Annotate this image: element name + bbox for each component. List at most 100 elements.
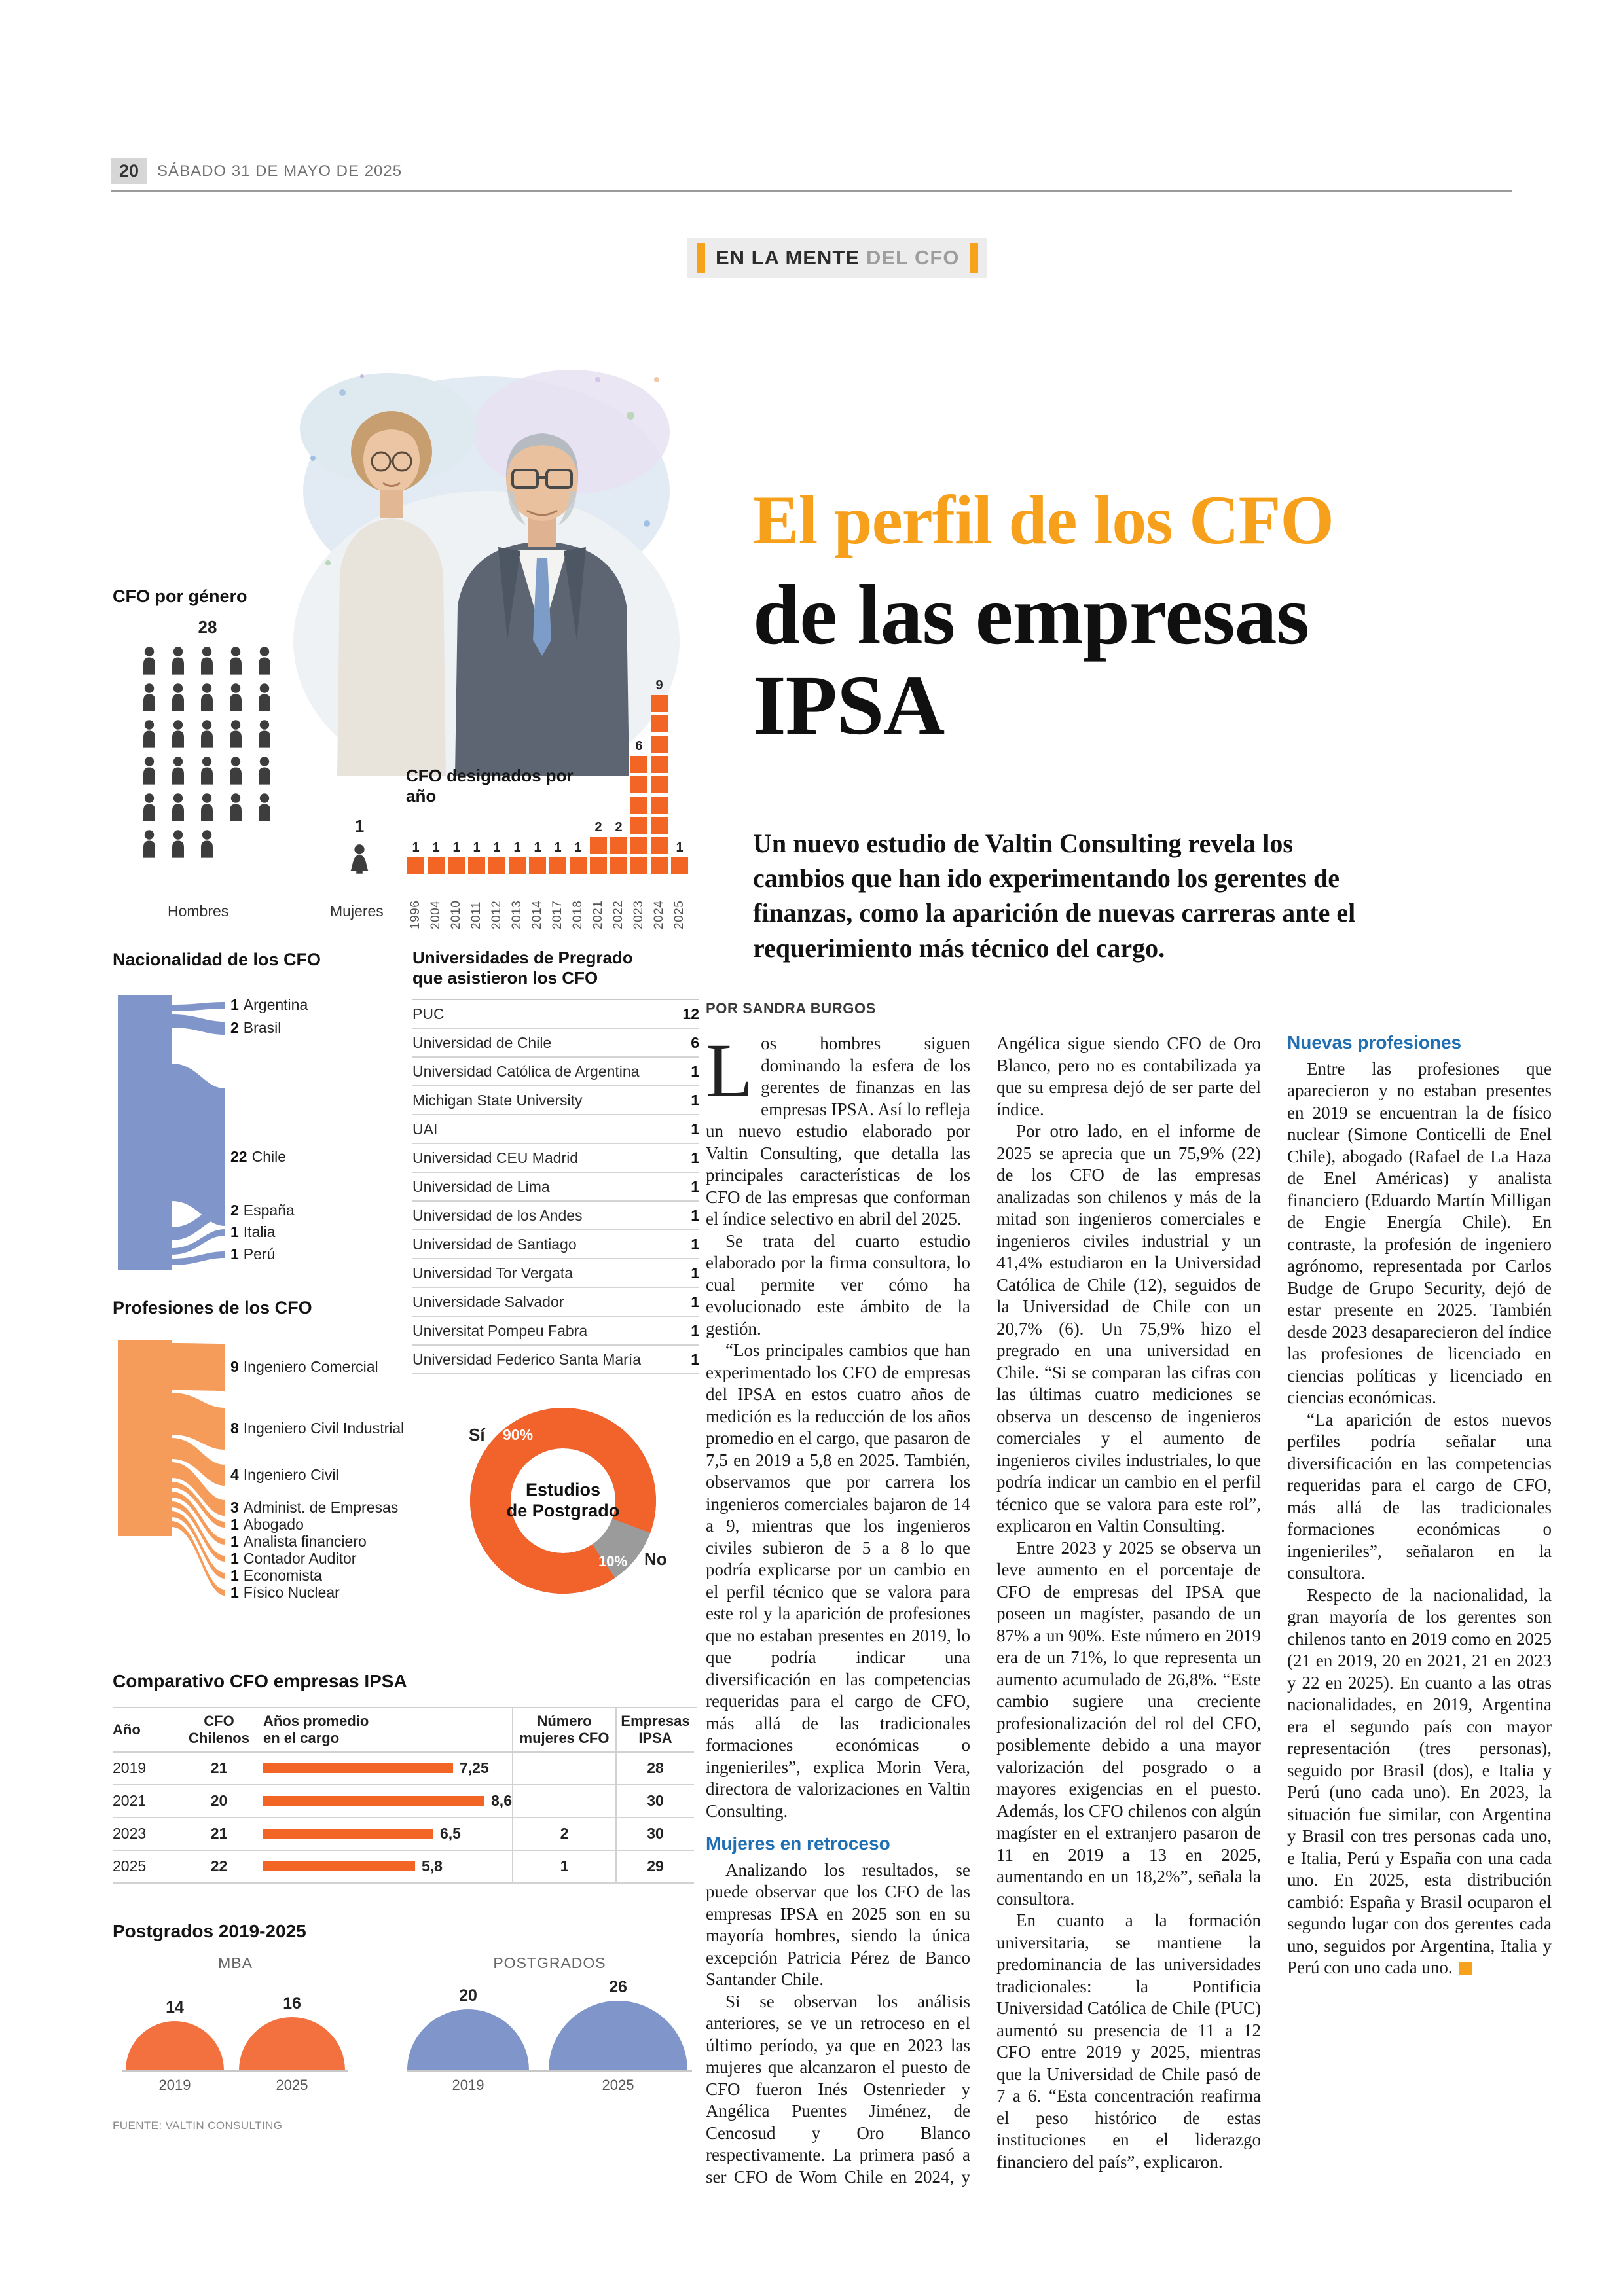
men-count: 28 xyxy=(198,617,217,637)
col-header-year: Año xyxy=(113,1708,175,1753)
nationality-item: 1 Perú xyxy=(230,1246,276,1263)
man-icon xyxy=(195,719,219,749)
university-row: Universidad CEU Madrid 1 xyxy=(412,1144,699,1174)
bar-column: 1 2011 xyxy=(468,840,485,929)
man-icon xyxy=(137,719,161,749)
universities-title-line1: Universidades de Pregrado xyxy=(412,948,633,967)
university-row: Universidade Salvador 1 xyxy=(412,1288,699,1318)
article-paragraph: Si se observan los análisis anteriores, … xyxy=(706,1033,1261,2187)
postgrad-donut: Estudios de Postgrado Sí 90% 10% No xyxy=(445,1391,701,1620)
col-header-chilean: CFO Chilenos xyxy=(175,1708,263,1753)
man-icon xyxy=(166,829,190,859)
cell-women xyxy=(512,1785,615,1818)
woman-icon xyxy=(347,843,372,874)
postgrados-label: POSTGRADOS xyxy=(493,1954,606,1971)
cell-chilean: 20 xyxy=(175,1785,263,1818)
cell-year: 2025 xyxy=(113,1851,175,1884)
man-icon xyxy=(166,682,190,712)
semi-circle-item: 16 xyxy=(239,1994,345,2070)
col-header-companies: Empresas IPSA xyxy=(615,1708,694,1753)
university-row: Universidad de Santiago 1 xyxy=(412,1230,699,1260)
bar-column: 9 2024 xyxy=(651,678,668,929)
page-date: SÁBADO 31 DE MAYO DE 2025 xyxy=(157,162,403,180)
man-icon xyxy=(253,645,276,675)
col-header-avg: Años promedio en el cargo xyxy=(263,1708,512,1753)
year-label: 2019 xyxy=(158,2077,191,2093)
donut-yes-label: Sí xyxy=(469,1425,485,1444)
profession-item: 4 Ingeniero Civil xyxy=(230,1466,339,1483)
profession-item: 1 Analista financiero xyxy=(230,1533,367,1550)
man-icon xyxy=(137,645,161,675)
man-icon xyxy=(137,682,161,712)
profession-item: 8 Ingeniero Civil Industrial xyxy=(230,1420,405,1437)
professions-chart: Profesiones de los CFO 9 Ingeniero Comerc… xyxy=(113,1297,404,1641)
cell-chilean: 21 xyxy=(175,1818,263,1851)
nationality-chart-title: Nacionalidad de los CFO xyxy=(113,950,321,969)
drop-cap: L xyxy=(706,1033,754,1113)
man-icon xyxy=(224,792,247,822)
women-pictogram: 1 xyxy=(340,816,378,878)
professions-chart-title: Profesiones de los CFO xyxy=(113,1298,312,1318)
cell-companies: 28 xyxy=(615,1752,694,1785)
hero-illustration-svg xyxy=(293,370,680,776)
bar-column: 2 2021 xyxy=(590,820,607,929)
year-label: 2019 xyxy=(452,2077,484,2093)
man-icon xyxy=(195,682,219,712)
cell-women: 1 xyxy=(512,1850,615,1884)
cell-avg: 6,5 xyxy=(263,1818,512,1851)
bar-column: 1 2012 xyxy=(488,840,505,929)
article-end-mark xyxy=(1459,1962,1472,1975)
year-label: 2025 xyxy=(602,2077,634,2093)
article-paragraph: Por otro lado, en el informe de 2025 se … xyxy=(996,1121,1261,1535)
man-icon xyxy=(253,755,276,785)
deck: Un nuevo estudio de Valtin Consulting re… xyxy=(753,829,1356,963)
donut-no-pct: 10% xyxy=(598,1553,628,1570)
man-icon xyxy=(137,755,161,785)
bar-column: 1 2017 xyxy=(549,840,566,929)
badge-highlight: EN LA MENTE xyxy=(716,246,860,269)
bar-column: 1 2010 xyxy=(448,840,465,929)
women-count: 1 xyxy=(354,816,365,836)
mba-group: MBA 14 16 2019 2025 xyxy=(122,1954,348,2094)
cell-year: 2021 xyxy=(113,1785,175,1818)
semi-circle-item: 14 xyxy=(126,1998,224,2070)
semi-circle-item: 20 xyxy=(407,1986,529,2070)
cell-year: 2019 xyxy=(113,1753,175,1785)
article-paragraph: Respecto de la nacionalidad, la gran may… xyxy=(1287,1585,1552,1978)
bar-column: 1 2004 xyxy=(428,840,445,929)
university-row: Universidad de los Andes 1 xyxy=(412,1202,699,1231)
page-header: 20 SÁBADO 31 DE MAYO DE 2025 xyxy=(111,158,1512,192)
article-subhead: Mujeres en retroceso xyxy=(706,1833,890,1854)
cell-women xyxy=(512,1752,615,1785)
gender-chart-title: CFO por género xyxy=(113,586,247,606)
article-paragraph: En cuanto a la formación universitaria, … xyxy=(996,1910,1261,2172)
nationality-item: 22 Chile xyxy=(230,1148,287,1165)
mba-label: MBA xyxy=(218,1954,253,1971)
postgrados-chart: Postgrados 2019-2025 MBA 14 16 2019 2025… xyxy=(113,1920,702,2107)
universities-title-line2: que asistieron los CFO xyxy=(412,968,598,988)
cell-companies: 29 xyxy=(615,1850,694,1884)
hero-illustration xyxy=(290,353,683,776)
men-label: Hombres xyxy=(168,903,229,920)
man-icon xyxy=(253,719,276,749)
man-icon xyxy=(195,829,219,859)
donut-chart: Estudios de Postgrado xyxy=(470,1408,656,1594)
cell-chilean: 22 xyxy=(175,1851,263,1884)
university-row: Universidad Católica de Argentina 1 xyxy=(412,1058,699,1087)
byline: POR SANDRA BURGOS xyxy=(706,1000,876,1016)
nationality-chart: Nacionalidad de los CFO 1 Argentina 2 Bras… xyxy=(113,949,404,1299)
university-row: Universitat Pompeu Fabra 1 xyxy=(412,1317,699,1346)
article-paragraph: Entre 2023 y 2025 se observa un leve aum… xyxy=(996,1537,1261,1909)
nationality-sankey xyxy=(118,995,225,1270)
cell-women: 2 xyxy=(512,1818,615,1851)
profession-item: 9 Ingeniero Comercial xyxy=(230,1358,378,1375)
man-icon xyxy=(224,719,247,749)
university-row: PUC 12 xyxy=(412,1000,699,1030)
profession-item: 3 Administ. de Empresas xyxy=(230,1499,399,1516)
bar-column: 1 2014 xyxy=(529,840,546,929)
cell-year: 2023 xyxy=(113,1818,175,1851)
bar-column: 1 2013 xyxy=(509,840,526,929)
